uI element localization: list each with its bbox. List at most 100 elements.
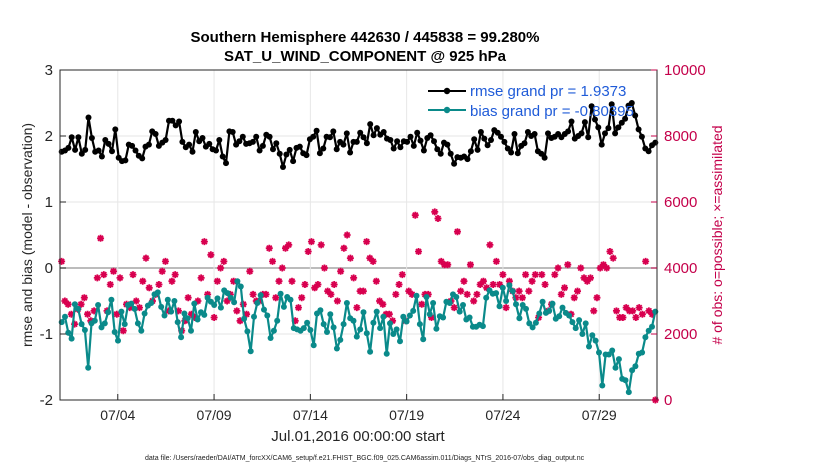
obs-assimilated-point <box>405 287 413 295</box>
rmse-point <box>249 138 256 145</box>
obs-assimilated-point <box>476 281 484 288</box>
obs-assimilated-point <box>194 297 202 305</box>
obs-assimilated-point <box>181 317 189 325</box>
bias-point <box>267 335 274 341</box>
bias-point <box>307 327 314 333</box>
obs-assimilated-point <box>593 294 601 302</box>
bias-point <box>406 312 413 319</box>
bias-point <box>413 292 420 299</box>
obs-assimilated-point <box>395 281 403 288</box>
rmse-point <box>266 133 273 140</box>
y-tick-right-label: 8000 <box>664 128 697 145</box>
obs-assimilated-point <box>609 254 617 262</box>
legend-rmse-label: rmse grand pr = 1.9373 <box>470 83 626 100</box>
obs-assimilated-point <box>460 277 468 285</box>
bias-point <box>380 313 387 320</box>
chart-title: Southern Hemisphere 442630 / 445838 = 99… <box>191 29 540 46</box>
bias-point <box>416 321 423 328</box>
bias-point <box>217 304 224 311</box>
bias-point <box>171 298 178 304</box>
bias-point <box>609 347 616 354</box>
rmse-point <box>538 150 545 157</box>
bias-point <box>95 302 102 308</box>
obs-assimilated-point <box>353 304 361 312</box>
rmse-point <box>568 118 575 125</box>
bias-point <box>65 329 72 336</box>
obs-assimilated-point <box>596 264 604 272</box>
obs-assimilated-point <box>106 281 114 288</box>
rmse-point <box>447 150 454 157</box>
obs-assimilated-point <box>161 257 169 265</box>
obs-assimilated-point <box>486 241 494 249</box>
rmse-point <box>98 153 105 160</box>
plot-frame <box>59 69 658 401</box>
obs-assimilated-point <box>90 307 98 315</box>
bias-point <box>433 325 440 332</box>
bias-point <box>642 334 649 341</box>
obs-assimilated-point <box>580 274 588 282</box>
bias-point <box>586 343 592 350</box>
bias-point <box>430 300 437 306</box>
legend-rmse-marker <box>443 87 451 95</box>
bias-point <box>360 309 367 316</box>
obs-assimilated-point <box>583 277 591 285</box>
bias-point <box>108 296 115 303</box>
rmse-point <box>628 100 635 106</box>
x-tick-label: 07/19 <box>389 407 424 423</box>
rmse-point <box>437 150 444 157</box>
bias-point <box>178 334 185 341</box>
y-tick-right-label: 4000 <box>664 260 697 277</box>
rmse-point <box>541 154 548 161</box>
rmse-point <box>353 138 360 145</box>
rmse-point <box>189 148 196 155</box>
rmse-point <box>132 147 139 154</box>
obs-assimilated-point <box>236 317 244 325</box>
bias-point <box>280 303 287 310</box>
obs-assimilated-point <box>262 290 270 298</box>
obs-assimilated-point <box>389 317 397 325</box>
bias-point <box>639 349 646 356</box>
rmse-point <box>68 134 75 141</box>
obs-assimilated-point <box>551 271 559 279</box>
bias-point <box>605 351 612 358</box>
bias-point <box>377 325 384 332</box>
obs-assimilated-point <box>311 284 319 292</box>
rmse-point <box>95 147 102 154</box>
rmse-point <box>259 142 266 149</box>
bias-point <box>615 356 622 363</box>
obs-assimilated-point <box>473 290 481 298</box>
rmse-point <box>595 124 602 131</box>
bias-point <box>559 304 566 311</box>
obs-assimilated-point <box>71 320 79 328</box>
obs-assimilated-point <box>246 267 254 275</box>
rmse-point <box>105 140 112 147</box>
obs-assimilated-point <box>424 290 432 298</box>
obs-assimilated-point <box>139 277 147 285</box>
bias-point <box>367 348 374 355</box>
rmse-point <box>565 128 572 135</box>
bias-point <box>513 301 519 308</box>
bias-point <box>111 329 118 335</box>
obs-assimilated-point <box>398 271 406 279</box>
obs-assimilated-point <box>301 281 309 288</box>
obs-assimilated-point <box>642 257 650 265</box>
obs-assimilated-point <box>434 215 442 222</box>
bias-point <box>234 278 241 285</box>
bias-point <box>191 300 198 307</box>
rmse-point <box>608 101 615 108</box>
bias-point <box>214 295 221 302</box>
obs-assimilated-point <box>632 314 640 321</box>
x-tick-label: 07/09 <box>197 407 232 423</box>
obs-assimilated-point <box>116 274 124 282</box>
bias-point <box>98 324 105 331</box>
bias-point <box>496 303 503 310</box>
bias-point <box>78 321 85 328</box>
rmse-point <box>333 146 340 153</box>
bias-point <box>446 300 453 306</box>
bias-point <box>599 382 606 389</box>
rmse-point <box>72 146 79 153</box>
y-tick-left-label: -1 <box>40 326 53 343</box>
obs-assimilated-point <box>346 254 354 262</box>
bias-point <box>479 323 486 330</box>
bias-point <box>270 327 277 334</box>
